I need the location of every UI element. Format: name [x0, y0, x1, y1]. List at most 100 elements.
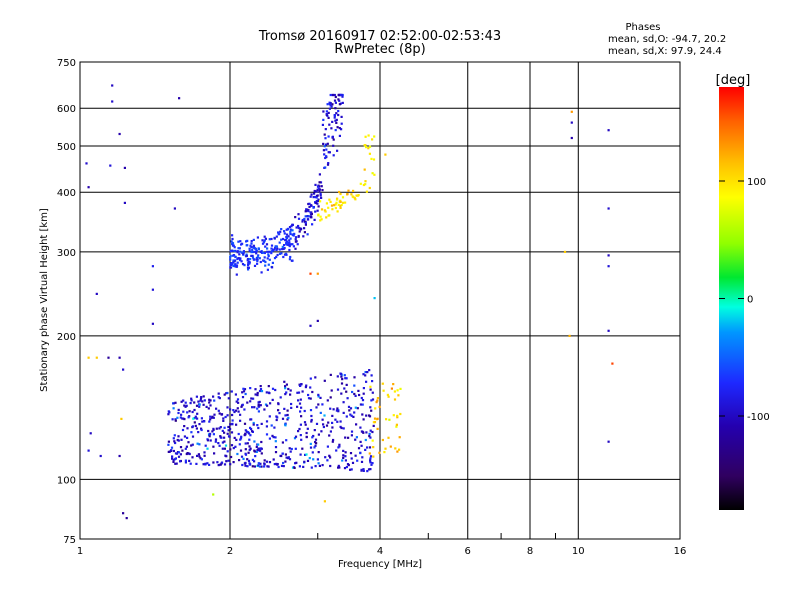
data-point	[196, 454, 199, 457]
data-point	[201, 420, 204, 423]
data-point	[349, 407, 353, 410]
data-point	[118, 356, 121, 359]
data-point	[330, 204, 334, 207]
data-point	[359, 451, 362, 454]
data-point	[151, 322, 154, 325]
data-point	[172, 460, 175, 463]
data-point	[331, 421, 334, 424]
data-point	[278, 252, 282, 255]
data-point	[345, 377, 348, 380]
data-point	[174, 419, 177, 422]
data-point	[183, 404, 186, 407]
data-point	[270, 247, 273, 250]
data-point	[232, 447, 235, 450]
data-point	[331, 120, 334, 123]
y-tick-label: 300	[57, 248, 76, 259]
data-point	[354, 406, 357, 409]
data-point	[381, 438, 384, 442]
data-point	[321, 189, 324, 192]
data-point	[151, 265, 154, 268]
data-point	[333, 116, 336, 119]
data-point	[366, 371, 369, 374]
data-point	[230, 390, 233, 393]
data-point	[323, 500, 326, 503]
data-point	[346, 193, 349, 196]
data-point	[288, 458, 292, 461]
data-point	[247, 263, 250, 267]
y-tick-label: 750	[57, 58, 76, 69]
phase-stats-x: mean, sd,X: 97.9, 24.4	[608, 46, 722, 57]
data-point	[95, 356, 98, 359]
data-point	[235, 264, 239, 267]
data-point	[336, 375, 339, 378]
data-point	[259, 388, 263, 391]
data-point	[314, 195, 317, 199]
data-point	[170, 449, 173, 452]
data-point	[355, 436, 358, 439]
x-tick-label: 10	[572, 546, 585, 557]
data-point	[233, 246, 236, 249]
data-point	[309, 211, 312, 214]
data-point	[260, 271, 263, 274]
data-point	[284, 453, 287, 456]
data-point	[320, 208, 324, 211]
data-point	[323, 153, 326, 156]
data-point	[223, 463, 227, 466]
data-point	[364, 183, 367, 186]
data-point	[185, 445, 188, 448]
data-point	[355, 423, 358, 426]
data-point	[316, 202, 319, 205]
data-point	[223, 431, 226, 434]
data-point	[184, 461, 187, 464]
data-point	[395, 425, 398, 428]
data-point	[173, 458, 176, 461]
data-point	[375, 401, 378, 404]
data-point	[244, 432, 247, 435]
data-point	[255, 249, 258, 253]
data-point	[332, 408, 335, 411]
data-point	[339, 199, 342, 202]
data-point	[310, 212, 313, 216]
data-point	[318, 190, 321, 193]
data-point	[194, 424, 197, 427]
data-point	[250, 251, 253, 254]
data-point	[263, 459, 266, 462]
data-point	[239, 240, 242, 243]
data-point	[257, 443, 260, 446]
data-point	[264, 237, 267, 240]
data-point	[329, 396, 332, 399]
data-point	[219, 463, 222, 466]
data-point	[288, 244, 291, 247]
data-point	[301, 390, 304, 393]
data-point	[274, 246, 277, 249]
data-point	[235, 265, 238, 268]
data-point	[263, 465, 266, 468]
data-point	[241, 396, 245, 399]
data-point	[249, 418, 252, 421]
data-point	[243, 434, 246, 437]
data-point	[252, 244, 255, 247]
data-point	[244, 392, 247, 396]
data-point	[341, 93, 344, 97]
data-point	[242, 250, 245, 253]
data-point	[219, 435, 222, 438]
data-point	[240, 243, 243, 246]
data-point	[273, 237, 276, 240]
data-point	[183, 418, 186, 421]
data-point	[371, 430, 374, 434]
data-point	[209, 439, 212, 442]
y-tick-label: 75	[63, 535, 76, 546]
data-point	[248, 249, 251, 252]
data-point	[206, 439, 210, 442]
data-point	[333, 114, 336, 117]
data-point	[226, 450, 229, 453]
data-point	[325, 424, 329, 427]
data-point	[570, 110, 573, 113]
data-point	[167, 440, 170, 443]
data-point	[240, 405, 243, 408]
data-point	[370, 374, 373, 377]
data-point	[227, 429, 230, 432]
data-point	[172, 437, 175, 440]
data-point	[386, 393, 389, 396]
data-point	[294, 238, 297, 241]
